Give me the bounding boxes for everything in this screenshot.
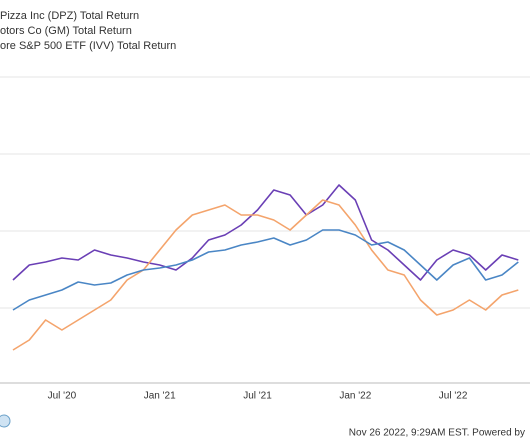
legend-label: Pizza Inc (DPZ) Total Return [0, 10, 139, 22]
x-tick-label: Jul '21 [243, 391, 272, 402]
x-tick-label: Jan '21 [144, 391, 176, 402]
x-tick-label: Jul '22 [439, 391, 468, 402]
series-line [12, 184, 519, 281]
series-line [12, 229, 519, 311]
x-tick-label: Jul '20 [48, 391, 77, 402]
legend-label: ore S&P 500 ETF (IVV) Total Return [0, 40, 176, 52]
logo [0, 414, 11, 428]
footer: Nov 26 2022, 9:29AM EST. Powered by [349, 428, 525, 439]
series-line [12, 199, 519, 351]
legend-label: otors Co (GM) Total Return [0, 25, 132, 37]
x-tick-label: Jan '22 [339, 391, 371, 402]
